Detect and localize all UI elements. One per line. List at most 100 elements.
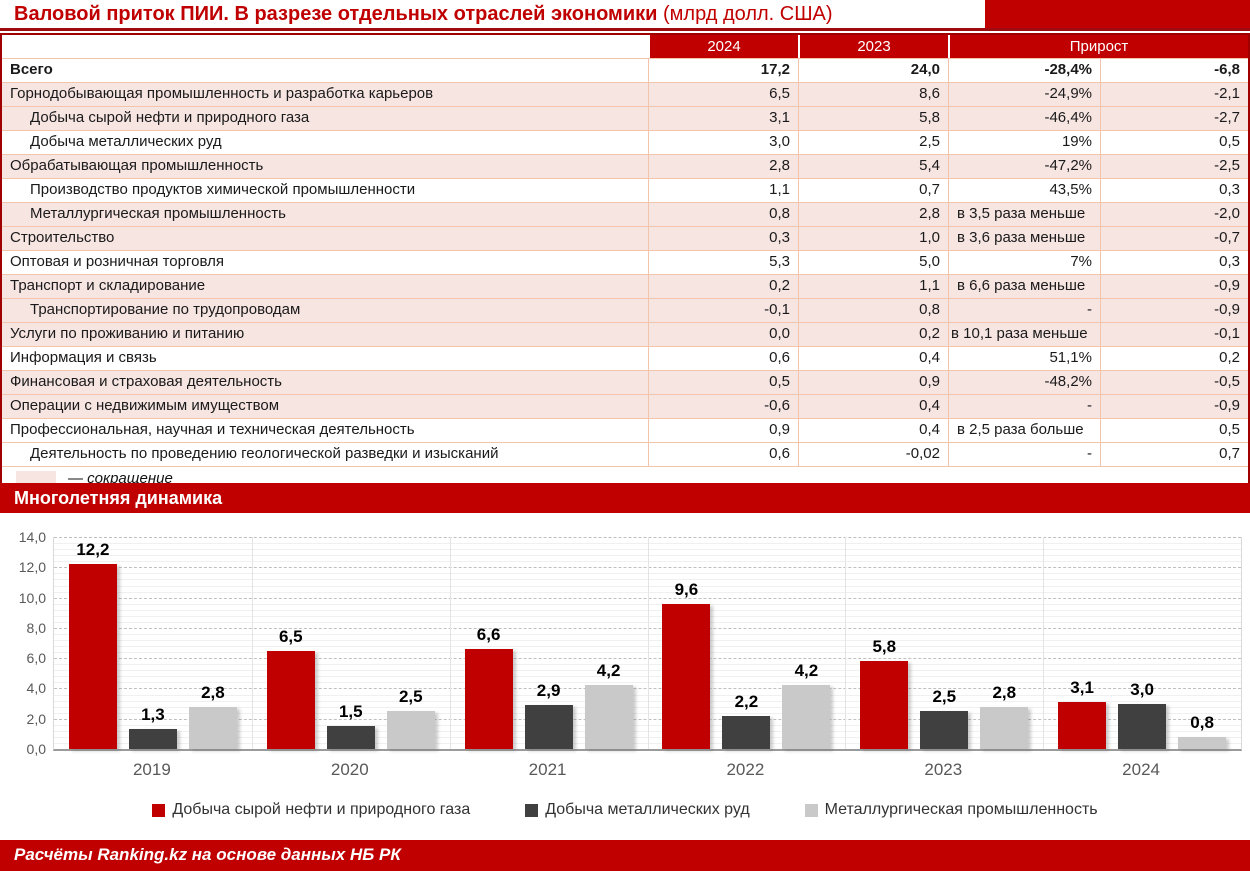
table-cell-label: Добыча сырой нефти и природного газа (2, 107, 648, 130)
bar-2020-s1 (326, 726, 375, 749)
bar-value-label: 0,8 (1190, 712, 1214, 732)
group-separator (251, 537, 253, 749)
table-cell-2024: 5,3 (648, 251, 798, 274)
page-title: Валовой приток ПИИ. В разрезе отдельных … (14, 3, 833, 26)
table-row: Добыча металлических руд 3,0 2,5 19% 0,5 (2, 130, 1248, 154)
source-footer-bar: Расчёты Ranking.kz на основе данных НБ Р… (0, 840, 1250, 871)
table-cell-2023: 1,1 (798, 275, 948, 298)
chart-legend: Добыча сырой нефти и природного газа Доб… (0, 801, 1250, 819)
table-header-row: 2024 2023 Прирост (2, 35, 1248, 58)
table-cell-label: Финансовая и страховая деятельность (2, 371, 648, 394)
table-header-growth: Прирост (948, 35, 1248, 58)
table-cell-growth-pct: -46,4% (948, 107, 1100, 130)
bar-value-label: 4,2 (794, 661, 819, 681)
bar-2022-s0 (662, 603, 711, 749)
table-cell-growth-pct: -24,9% (948, 83, 1100, 106)
table-cell-2024: 17,2 (648, 59, 798, 82)
bar-2024-s1 (1118, 703, 1167, 749)
table-cell-growth-abs: -2,7 (1100, 107, 1248, 130)
bar-2024-s0 (1058, 702, 1107, 749)
page-title-main: Валовой приток ПИИ. В разрезе отдельных … (14, 3, 658, 25)
table-cell-growth-abs: -0,7 (1100, 227, 1248, 250)
table-body: Всего 17,2 24,0 -28,4% -6,8 Горнодобывающая п… (2, 58, 1248, 466)
table-row: Деятельность по проведению геологической… (2, 442, 1248, 466)
table-cell-growth-pct: в 2,5 раза больше (948, 419, 1100, 442)
table-cell-growth-abs: -0,9 (1100, 395, 1248, 418)
table-cell-2023: 0,9 (798, 371, 948, 394)
bar-2020-s0 (266, 650, 315, 749)
bar-2023-s0 (860, 661, 909, 749)
table-cell-growth-pct: -48,2% (948, 371, 1100, 394)
table-cell-2023: 0,7 (798, 179, 948, 202)
table-cell-growth-pct: 43,5% (948, 179, 1100, 202)
group-separator (845, 537, 847, 749)
table-cell-2024: 0,2 (648, 275, 798, 298)
bar-2023-s1 (920, 711, 969, 749)
table-cell-growth-abs: -0,5 (1100, 371, 1248, 394)
table-cell-growth-abs: -2,1 (1100, 83, 1248, 106)
table-cell-2024: -0,1 (648, 299, 798, 322)
y-tick-label: 10,0 (18, 589, 46, 606)
table-cell-label: Профессиональная, научная и техническая … (2, 419, 648, 442)
table-cell-growth-pct: 7% (948, 251, 1100, 274)
table-header-2024: 2024 (648, 35, 798, 58)
table-cell-growth-pct: в 3,6 раза меньше (948, 227, 1100, 250)
bar-value-label: 6,6 (476, 625, 501, 645)
bar-2020-s2 (386, 711, 435, 749)
legend-swatch-oil (152, 803, 166, 817)
table-cell-2024: 0,9 (648, 419, 798, 442)
table-header-label-cell (2, 35, 648, 58)
bar-value-label: 1,5 (338, 702, 363, 722)
table-cell-growth-abs: -0,9 (1100, 299, 1248, 322)
table-cell-growth-abs: -0,9 (1100, 275, 1248, 298)
x-category-label: 2019 (132, 760, 171, 779)
y-tick-label: 2,0 (26, 710, 46, 727)
table-cell-growth-pct: в 3,5 раза меньше (948, 203, 1100, 226)
y-tick-label: 6,0 (26, 650, 46, 667)
table-cell-2023: 2,5 (798, 131, 948, 154)
table-cell-2023: 0,8 (798, 299, 948, 322)
title-underline (0, 28, 1250, 31)
group-separator (647, 537, 649, 749)
bar-value-label: 2,9 (536, 681, 561, 701)
table-cell-2024: 3,0 (648, 131, 798, 154)
y-tick-label: 0,0 (26, 741, 46, 757)
bar-value-label: 6,5 (278, 626, 303, 646)
table-row: Профессиональная, научная и техническая … (2, 418, 1248, 442)
table-cell-label: Горнодобывающая промышленность и разрабо… (2, 83, 648, 106)
bar-2019-s1 (128, 729, 177, 749)
table-cell-2023: 0,2 (798, 323, 948, 346)
table-cell-label: Операции с недвижимым имуществом (2, 395, 648, 418)
table-cell-label: Металлургическая промышленность (2, 203, 648, 226)
table-cell-growth-abs: -6,8 (1100, 59, 1248, 82)
group-separator (449, 537, 451, 749)
table-cell-2024: 0,6 (648, 443, 798, 466)
table-cell-growth-pct: 51,1% (948, 347, 1100, 370)
table-cell-growth-abs: 0,7 (1100, 443, 1248, 466)
table-cell-2023: 0,4 (798, 419, 948, 442)
table-row: Транспорт и складирование 0,2 1,1 в 6,6 раз… (2, 274, 1248, 298)
reduction-legend-label: — сокращение (68, 470, 173, 487)
bar-value-label: 3,0 (1130, 679, 1154, 699)
x-category-label: 2020 (330, 760, 369, 779)
bar-value-label: 2,5 (398, 687, 423, 707)
table-cell-label: Транспорт и складирование (2, 275, 648, 298)
table-cell-2024: 0,5 (648, 371, 798, 394)
bar-2021-s1 (524, 705, 573, 749)
x-category-label: 2023 (924, 760, 963, 779)
table-cell-label: Обрабатывающая промышленность (2, 155, 648, 178)
table-cell-growth-abs: 0,2 (1100, 347, 1248, 370)
table-cell-growth-pct: -47,2% (948, 155, 1100, 178)
table-cell-2023: 1,0 (798, 227, 948, 250)
x-category-label: 2022 (726, 760, 765, 779)
x-category-label: 2021 (528, 760, 567, 779)
table-cell-2023: 24,0 (798, 59, 948, 82)
table-row: Всего 17,2 24,0 -28,4% -6,8 (2, 58, 1248, 82)
bar-2019-s0 (68, 564, 117, 749)
y-tick-label: 14,0 (18, 529, 46, 545)
table-cell-growth-abs: 0,5 (1100, 131, 1248, 154)
legend-label-metallurgy: Металлургическая промышленность (824, 801, 1098, 818)
table-cell-2024: 6,5 (648, 83, 798, 106)
table-cell-2024: 1,1 (648, 179, 798, 202)
